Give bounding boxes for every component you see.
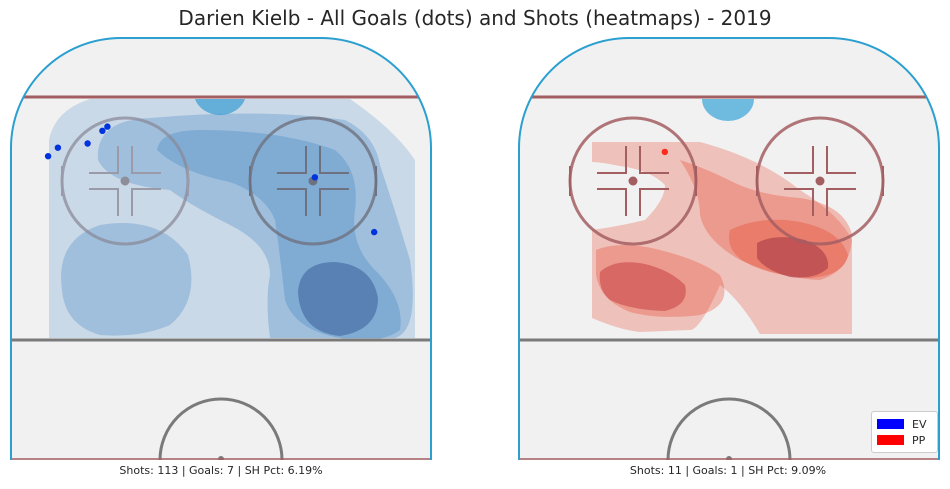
ev-heat-level-4 <box>298 262 378 336</box>
ev-goal-crease <box>195 99 245 115</box>
pp-stats-caption: Shots: 11 | Goals: 1 | SH Pct: 9.09% <box>629 464 827 477</box>
legend-label-ev: EV <box>912 417 927 431</box>
ev-goal-dot <box>371 228 378 236</box>
ev-goal-dot <box>84 140 91 147</box>
ev-rink-surface <box>11 38 431 460</box>
legend-swatch-ev <box>877 419 904 429</box>
ev-rink-boards <box>10 37 432 460</box>
pp-hashmarks-right <box>756 146 884 216</box>
ev-faceoff-dot-left <box>120 176 130 186</box>
ev-goal-dots <box>44 123 378 236</box>
ev-neutral-circle <box>158 397 284 460</box>
pp-goal-dot <box>661 148 668 156</box>
pp-rink-panel <box>518 37 940 460</box>
pp-hashmarks-left <box>569 146 697 216</box>
ev-stats-caption: Shots: 113 | Goals: 7 | SH Pct: 6.19% <box>119 464 323 477</box>
legend-label-pp: PP <box>912 433 926 447</box>
ev-heatmap <box>49 99 415 341</box>
legend-item-pp: PP <box>877 433 925 447</box>
pp-rink-lines <box>519 95 939 460</box>
ev-goal-dot <box>99 127 106 134</box>
pp-rink-surface <box>519 38 939 460</box>
legend-item-ev: EV <box>877 417 926 431</box>
ev-rink-panel <box>10 37 432 460</box>
ev-goal-dot <box>311 174 319 181</box>
chart-title: Darien Kielb - All Goals (dots) and Shot… <box>178 6 772 30</box>
pp-goal-crease <box>702 99 754 121</box>
pp-heat-level-4 <box>757 237 829 278</box>
ev-goal-dot <box>44 153 52 160</box>
ev-rink-lines <box>11 95 431 460</box>
ev-heat-level-2b <box>61 223 192 336</box>
pp-goal-dots <box>661 148 668 156</box>
pp-faceoff-dot-right <box>815 176 825 186</box>
pp-faceoff-dot-left <box>628 176 638 186</box>
ev-hashmarks-left <box>61 146 189 216</box>
chart-legend: EV PP <box>871 411 938 453</box>
pp-neutral-circle <box>666 397 792 460</box>
ev-goal-dot <box>104 123 111 130</box>
ev-hashmarks-right <box>249 146 377 216</box>
pp-heat-level-3b <box>599 262 686 311</box>
pp-rink-boards <box>518 37 940 460</box>
ev-goal-dot <box>54 144 62 151</box>
legend-swatch-pp <box>877 435 904 445</box>
